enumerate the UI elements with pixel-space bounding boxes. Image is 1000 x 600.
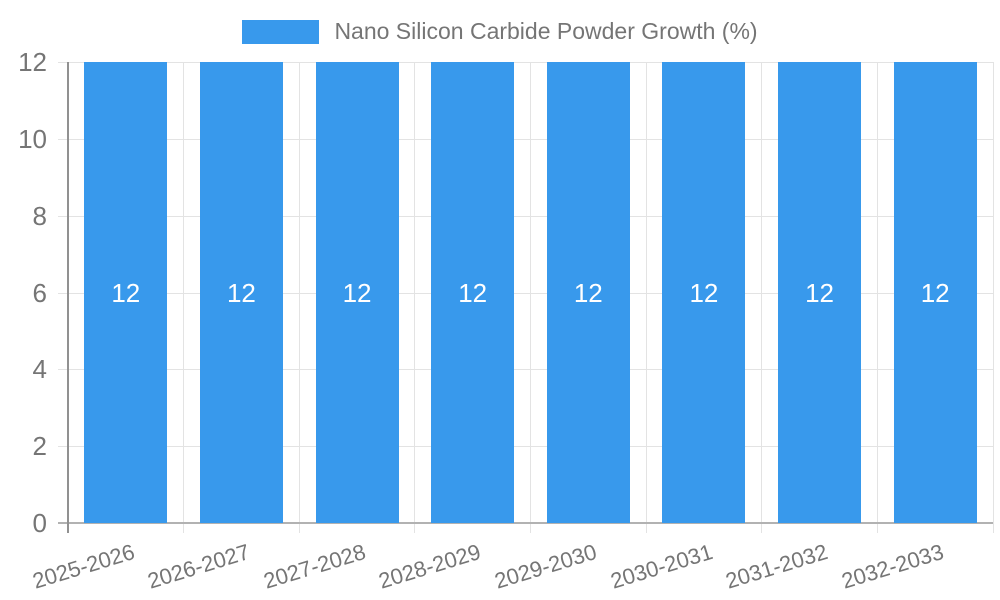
x-gridline <box>645 62 647 533</box>
x-gridline <box>992 62 994 533</box>
legend-swatch <box>242 19 320 44</box>
bar-value-label: 12 <box>573 277 603 308</box>
x-tick-label: 2032-2033 <box>838 539 947 594</box>
bar-value-label: 12 <box>458 277 488 308</box>
legend-label: Nano Silicon Carbide Powder Growth (%) <box>334 18 758 44</box>
x-gridline <box>761 62 763 533</box>
y-tick-label: 8 <box>32 200 47 231</box>
bar[interactable] <box>662 62 746 523</box>
x-tick-label: 2031-2032 <box>722 539 831 594</box>
x-tick-label: 2030-2031 <box>607 539 716 594</box>
y-tick-label: 10 <box>18 123 47 154</box>
y-gridline <box>58 138 993 140</box>
y-gridline <box>58 62 993 63</box>
x-axis-baseline <box>58 522 993 524</box>
x-tick-label: 2025-2026 <box>29 539 138 594</box>
x-tick-label: 2029-2030 <box>491 539 600 594</box>
y-tick-label: 6 <box>32 277 47 308</box>
bar[interactable] <box>893 62 977 523</box>
bar-value-label: 12 <box>111 277 141 308</box>
x-gridline <box>183 62 185 533</box>
chart-legend[interactable]: Nano Silicon Carbide Powder Growth (%) <box>0 18 1000 45</box>
x-gridline <box>298 62 300 533</box>
bar[interactable] <box>84 62 168 523</box>
x-gridline <box>530 62 531 533</box>
y-gridline <box>58 446 993 448</box>
y-axis-line <box>67 62 69 533</box>
bar[interactable] <box>431 62 515 523</box>
y-gridline <box>58 369 993 371</box>
y-tick-label: 0 <box>32 508 47 538</box>
x-gridline <box>414 62 416 533</box>
y-tick-label: 12 <box>18 47 47 77</box>
bar[interactable] <box>315 62 399 523</box>
x-tick-label: 2028-2029 <box>376 539 484 594</box>
bar-value-label: 12 <box>805 277 835 308</box>
x-tick-label: 2027-2028 <box>260 539 369 594</box>
bar-value-label: 12 <box>920 277 950 308</box>
bar-value-label: 12 <box>226 277 256 308</box>
bar[interactable] <box>199 62 283 523</box>
y-gridline <box>58 215 993 217</box>
x-gridline <box>876 62 878 533</box>
bar-value-label: 12 <box>342 277 372 308</box>
bar[interactable] <box>546 62 630 523</box>
x-tick-label: 2026-2027 <box>144 539 253 594</box>
y-gridline <box>58 292 993 294</box>
bar-value-label: 12 <box>689 277 719 308</box>
y-tick-label: 4 <box>32 354 47 385</box>
bar[interactable] <box>778 62 862 523</box>
y-tick-label: 2 <box>32 431 47 462</box>
